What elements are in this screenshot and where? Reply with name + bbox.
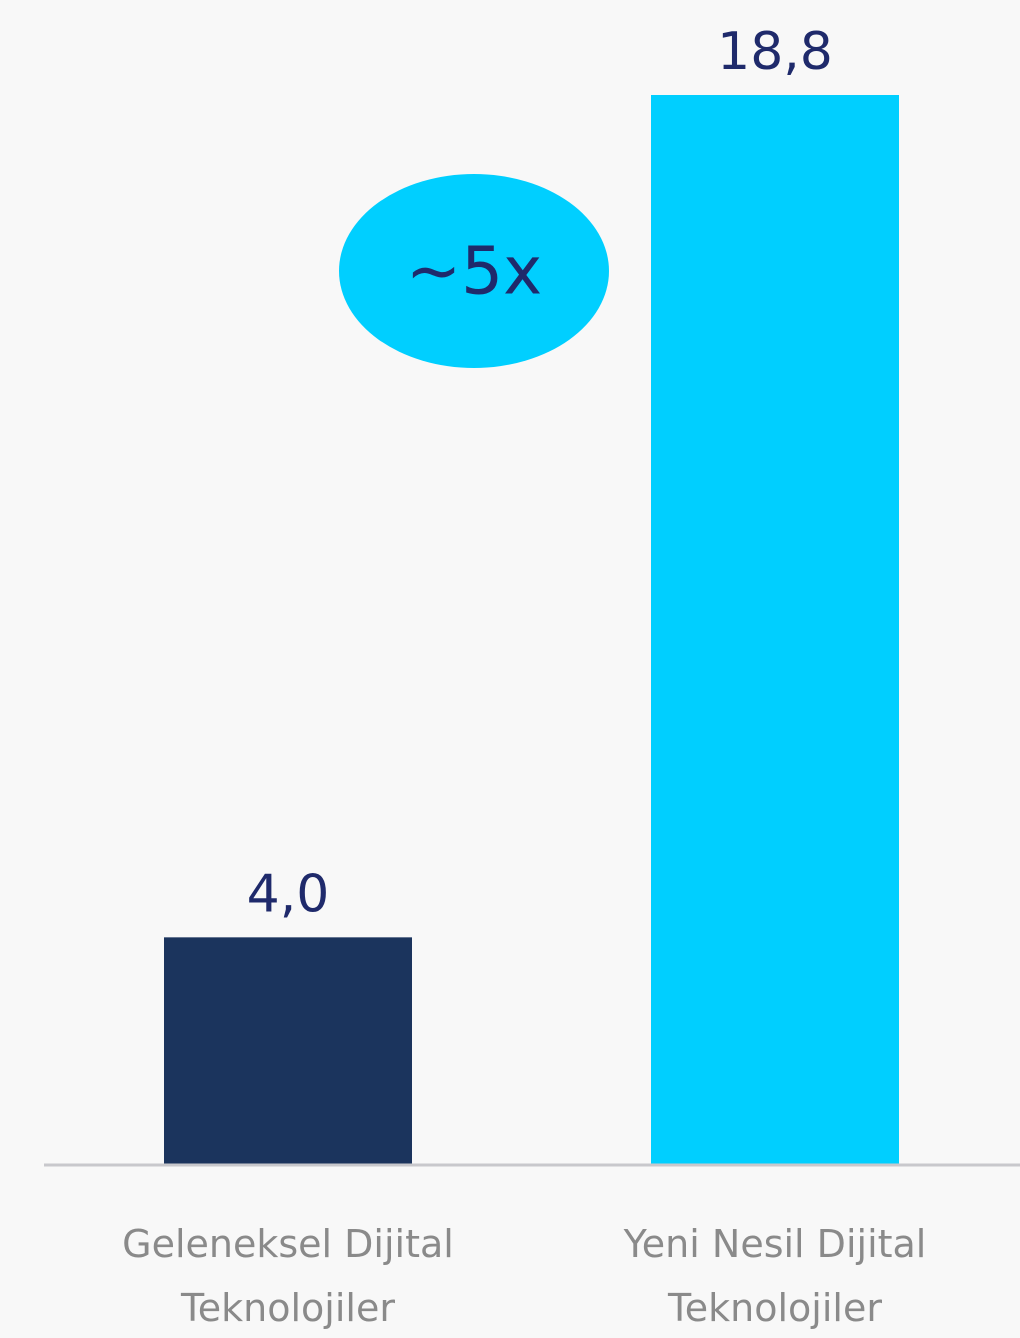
category-label-2-line-1: Yeni Nesil Dijital bbox=[623, 1222, 927, 1266]
bar-1 bbox=[164, 937, 412, 1165]
category-label-1-line-2: Teknolojiler bbox=[180, 1286, 395, 1330]
value-labels-group: 4,0 18,8 bbox=[247, 22, 833, 924]
bar-2 bbox=[651, 95, 899, 1165]
category-label-1-line-1: Geleneksel Dijital bbox=[122, 1222, 454, 1266]
category-label-2-line-2: Teknolojiler bbox=[667, 1286, 882, 1330]
category-labels-group: Geleneksel Dijital Teknolojiler Yeni Nesil… bbox=[122, 1222, 926, 1330]
value-label-2: 18,8 bbox=[717, 22, 833, 82]
value-label-1: 4,0 bbox=[247, 864, 330, 924]
multiplier-badge: ~5x bbox=[339, 174, 609, 368]
multiplier-badge-text: ~5x bbox=[406, 233, 542, 310]
multiplier-badge-ellipse bbox=[339, 174, 609, 368]
bars-group bbox=[164, 95, 899, 1165]
